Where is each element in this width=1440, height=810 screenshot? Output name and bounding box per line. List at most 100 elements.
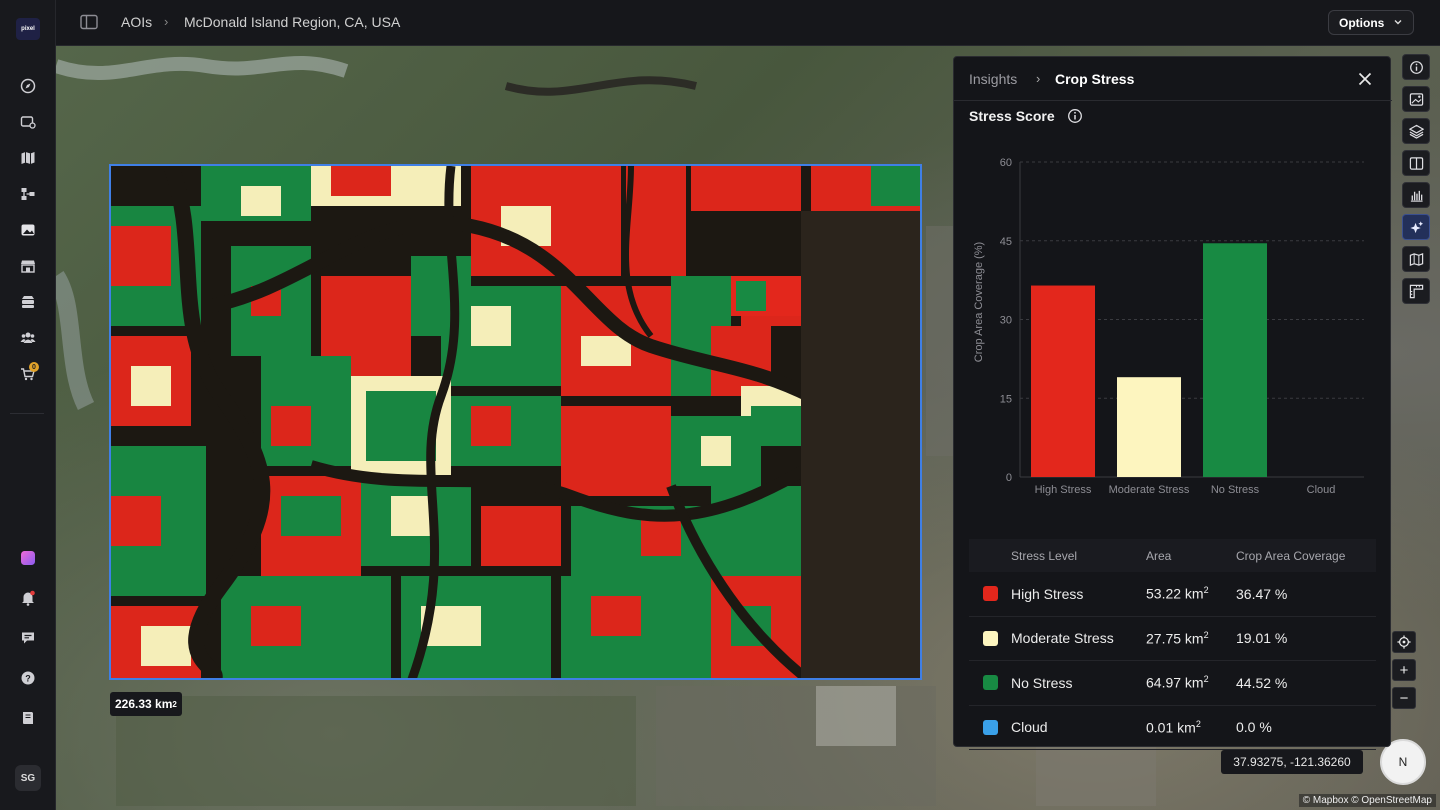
layers-icon[interactable] (1402, 118, 1430, 144)
zoom-out-button[interactable]: − (1392, 687, 1416, 709)
y-tick-label: 0 (1006, 472, 1012, 484)
legend-swatch (982, 675, 998, 691)
coverage-cell: 36.47 % (1236, 585, 1288, 602)
gradient-app-icon[interactable] (16, 546, 40, 570)
close-icon[interactable] (1356, 70, 1374, 88)
table-row[interactable]: High Stress 53.22 km2 36.47 % (969, 572, 1376, 617)
chart-y-axis-label: Crop Area Coverage (%) (973, 242, 985, 362)
breadcrumb-current: McDonald Island Region, CA, USA (184, 14, 401, 30)
bar-no-stress[interactable] (1203, 243, 1267, 477)
panel-breadcrumb-chevron-icon: › (1036, 71, 1041, 86)
store-icon[interactable] (16, 254, 40, 278)
map-attribution[interactable]: © Mapbox © OpenStreetMap (1298, 794, 1436, 807)
chevron-down-icon (1394, 20, 1402, 25)
coordinates-readout: 37.93275, -121.36260 (1221, 750, 1363, 774)
area-unit-sup: 2 (1203, 629, 1209, 640)
map-icon[interactable] (16, 146, 40, 170)
app-logo[interactable]: pixel (16, 18, 40, 40)
image-icon[interactable] (1402, 86, 1430, 112)
area-value: 53.22 km (1146, 586, 1204, 603)
breadcrumb-chevron-icon: › (164, 14, 169, 29)
area-value: 0.01 km (1146, 719, 1196, 736)
map-view-icon[interactable] (1402, 246, 1430, 272)
ai-insights-icon[interactable] (1402, 214, 1430, 240)
aoi-crop-stress-overlay[interactable] (109, 164, 922, 680)
panel-breadcrumb-current: Crop Stress (1055, 71, 1135, 87)
area-unit-sup: 2 (1203, 585, 1209, 596)
team-icon[interactable] (16, 326, 40, 350)
docs-icon[interactable] (16, 706, 40, 730)
user-avatar[interactable]: SG (15, 765, 41, 791)
y-tick-label: 45 (1000, 236, 1012, 248)
header-area: Area (1146, 548, 1172, 563)
area-unit-sup: 2 (1203, 674, 1209, 685)
stress-level-cell: No Stress (1011, 674, 1073, 691)
chat-icon[interactable] (16, 626, 40, 650)
stress-level-cell: Moderate Stress (1011, 630, 1114, 647)
cart-icon[interactable]: 0 (16, 362, 40, 386)
area-value: 64.97 km (1146, 675, 1204, 692)
database-icon[interactable] (16, 290, 40, 314)
stress-table: Stress Level Area Crop Area Coverage Hig… (969, 539, 1376, 750)
breadcrumb-aois[interactable]: AOIs (121, 14, 153, 30)
area-cell: 64.97 km2 (1146, 674, 1236, 691)
measure-icon[interactable] (1402, 278, 1430, 304)
histogram-icon[interactable] (1402, 182, 1430, 208)
coverage-cell: 19.01 % (1236, 630, 1288, 647)
info-icon[interactable] (1402, 54, 1430, 80)
stress-score-chart: 0 15 30 45 60 High Stress Moderate Stress No St… (973, 157, 1364, 496)
split-view-icon[interactable] (1402, 150, 1430, 176)
compass-north-label: N (1398, 755, 1408, 769)
sidebar-toggle-icon[interactable] (80, 14, 98, 30)
x-tick-label: High Stress (1035, 484, 1092, 496)
table-row[interactable]: No Stress 64.97 km2 44.52 % (969, 661, 1376, 706)
coverage-cell: 44.52 % (1236, 674, 1288, 691)
workflow-icon[interactable] (16, 182, 40, 206)
y-tick-label: 15 (1000, 393, 1012, 405)
aoi-area-unit-sup: 2 (172, 699, 177, 709)
header-stress-level: Stress Level (1011, 548, 1078, 563)
stress-level-cell: High Stress (1011, 585, 1084, 602)
table-header: Stress Level Area Crop Area Coverage (969, 539, 1376, 572)
stress-level-cell: Cloud (1011, 719, 1048, 736)
aoi-area-label: 226.33 km 2 (110, 692, 182, 716)
table-row[interactable]: Moderate Stress 27.75 km2 19.01 % (969, 617, 1376, 661)
options-label: Options (1339, 15, 1385, 30)
legend-swatch (982, 630, 998, 646)
area-cell: 53.22 km2 (1146, 585, 1236, 602)
zoom-in-button[interactable]: + (1392, 659, 1416, 681)
panel-header: Insights › Crop Stress (954, 57, 1392, 101)
area-value: 27.75 km (1146, 630, 1204, 647)
x-tick-label: Cloud (1307, 484, 1336, 496)
image-settings-icon[interactable] (16, 110, 40, 134)
rail-divider (10, 413, 44, 414)
bar-high-stress[interactable] (1031, 285, 1095, 477)
panel-breadcrumb-insights[interactable]: Insights (969, 71, 1018, 87)
bar-moderate-stress[interactable] (1117, 377, 1181, 477)
locate-me-button[interactable] (1392, 631, 1416, 653)
table-row[interactable]: Cloud 0.01 km2 0.0 % (969, 706, 1376, 750)
compass-icon[interactable] (16, 74, 40, 98)
help-icon[interactable]: ? (16, 666, 40, 690)
x-tick-label: No Stress (1211, 484, 1260, 496)
insights-panel: Insights › Crop Stress Stress Score 0 15 3… (953, 56, 1392, 750)
crop-stress-raster (111, 166, 920, 678)
legend-swatch (982, 719, 998, 735)
legend-swatch (982, 586, 998, 602)
svg-text:?: ? (25, 673, 31, 683)
y-tick-label: 60 (1000, 157, 1012, 169)
top-bar: AOIs › McDonald Island Region, CA, USA O… (56, 0, 1440, 46)
gallery-icon[interactable] (16, 218, 40, 242)
stress-score-info-icon[interactable] (1067, 108, 1083, 124)
y-tick-label: 30 (1000, 315, 1012, 327)
header-coverage: Crop Area Coverage (1236, 548, 1346, 563)
options-button[interactable]: Options (1328, 10, 1414, 35)
crosshair-icon (1397, 635, 1411, 649)
table-body: High Stress 53.22 km2 36.47 % Moderate Stre… (969, 572, 1376, 750)
aoi-area-value: 226.33 km (115, 697, 173, 711)
coverage-cell: 0.0 % (1236, 719, 1272, 736)
area-unit-sup: 2 (1195, 718, 1201, 729)
cart-badge: 0 (29, 362, 39, 372)
notification-icon[interactable] (16, 586, 40, 610)
x-tick-label: Moderate Stress (1109, 484, 1190, 496)
